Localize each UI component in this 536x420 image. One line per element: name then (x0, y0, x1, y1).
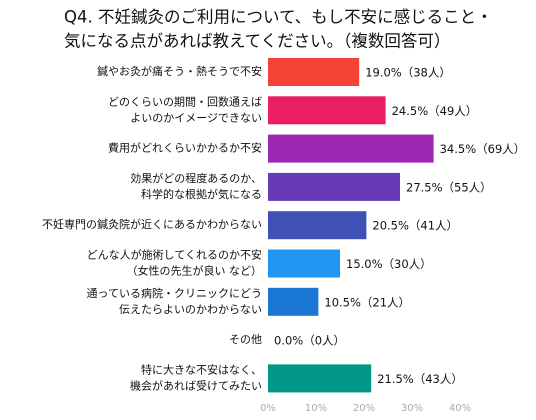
bar (268, 96, 386, 125)
value-label: 21.5%（43人） (377, 372, 463, 386)
category-label: 機会があれば受けてみたい (130, 378, 262, 392)
category-label: よいのかイメージできない (130, 111, 262, 124)
category-label: 伝えたらよいのかわからない (119, 303, 262, 316)
bar (268, 134, 434, 163)
category-label: 特に大きな不安はなく、 (141, 362, 262, 376)
category-label: どのくらいの期間・回数通えば (108, 95, 262, 108)
bar (268, 172, 400, 201)
category-label: （女性の先生が良い など） (127, 264, 263, 278)
value-label: 0.0%（0人） (274, 334, 345, 348)
x-tick-label: 20% (353, 403, 375, 414)
x-tick-label: 40% (449, 403, 471, 414)
value-label: 27.5%（55人） (406, 180, 492, 194)
category-label: 通っている病院・クリニックにどう (87, 286, 262, 300)
category-label: どんな人が施術してくれるのか不安 (87, 248, 262, 262)
category-label: 科学的な根拠が気になる (141, 187, 262, 201)
category-label: 不妊専門の鍼灸院が近くにあるかわからない (42, 217, 262, 231)
bar (268, 287, 319, 316)
value-label: 20.5%（41人） (372, 219, 458, 233)
category-label: 効果がどの程度あるのか、 (130, 171, 262, 185)
x-tick-label: 10% (305, 403, 327, 414)
value-label: 34.5%（69人） (440, 142, 526, 156)
value-label: 15.0%（30人） (346, 257, 432, 271)
value-label: 10.5%（21人） (324, 295, 410, 309)
bar (268, 58, 360, 86)
bar (268, 211, 367, 240)
chart-title: Q4. 不妊鍼灸のご利用について、もし不安に感じること・ (64, 8, 493, 27)
chart-title: 気になる点があれば教えてください。（複数回答可） (64, 32, 450, 51)
bar (268, 364, 372, 393)
value-label: 19.0%（38人） (365, 66, 451, 80)
value-label: 24.5%（49人） (392, 104, 478, 118)
x-tick-label: 0% (260, 403, 276, 414)
category-label: その他 (229, 333, 262, 346)
x-tick-label: 30% (401, 403, 423, 414)
category-label: 費用がどれくらいかかるか不安 (108, 141, 262, 155)
category-label: 鍼やお灸が痛そう・熱そうで不安 (97, 64, 262, 78)
bar (268, 249, 340, 278)
